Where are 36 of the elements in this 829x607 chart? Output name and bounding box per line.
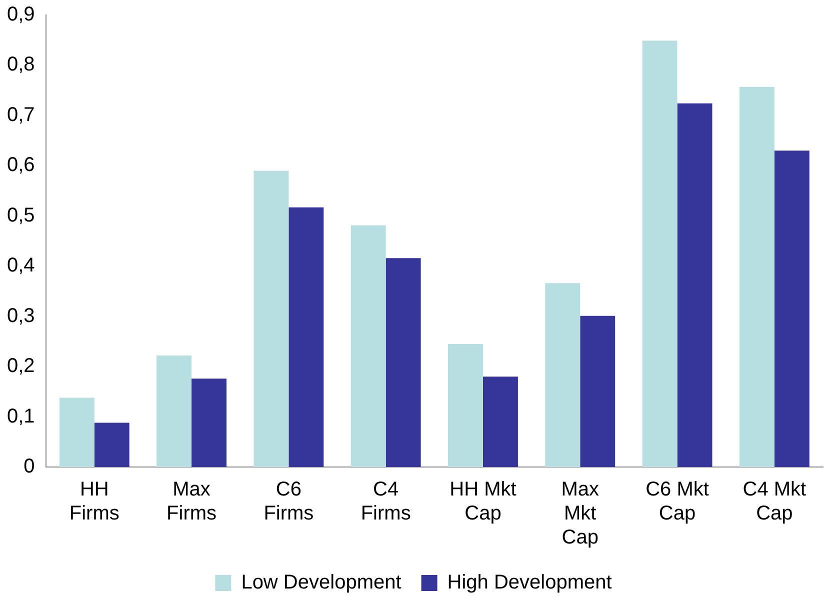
y-tick-label: 0: [24, 456, 35, 478]
x-tick-label: C6 Mkt Cap: [646, 478, 710, 525]
legend-label: High Development: [447, 572, 612, 594]
bar: [192, 378, 226, 467]
bar: [642, 40, 678, 467]
bar: [59, 398, 94, 467]
x-tick-label: HH Firms: [69, 478, 120, 525]
x-tick-label: Max Mkt Cap: [561, 478, 600, 549]
x-tick-label: C4 Firms: [360, 478, 411, 525]
bar: [545, 283, 580, 467]
bar: [739, 86, 774, 467]
y-tick-label: 0,4: [6, 254, 35, 277]
x-tick-label: C6 Firms: [264, 478, 314, 525]
y-tick-label: 0,6: [6, 154, 35, 176]
bar: [156, 356, 192, 467]
bar: [677, 103, 712, 467]
bar: [254, 170, 289, 467]
bar: [774, 150, 810, 467]
x-tick-label: C4 Mkt Cap: [742, 478, 807, 525]
y-tick-label: 0,3: [6, 304, 35, 327]
y-tick-label: 0,1: [6, 405, 35, 428]
bar: [580, 316, 616, 467]
y-tick-label: 0,2: [6, 355, 35, 378]
legend-label: Low Development: [241, 572, 402, 594]
bar: [482, 376, 518, 467]
bar: [288, 207, 324, 467]
y-tick-label: 0,9: [6, 4, 35, 26]
y-tick-label: 0,8: [6, 54, 35, 76]
bar: [386, 258, 421, 467]
bar: [94, 422, 130, 467]
x-tick-label: HH Mkt Cap: [450, 478, 517, 525]
y-tick-label: 0,7: [6, 104, 35, 126]
x-tick-label: Max Firms: [166, 478, 217, 525]
bar: [448, 344, 483, 467]
y-tick-label: 0,5: [6, 204, 35, 226]
bar: [350, 225, 386, 467]
